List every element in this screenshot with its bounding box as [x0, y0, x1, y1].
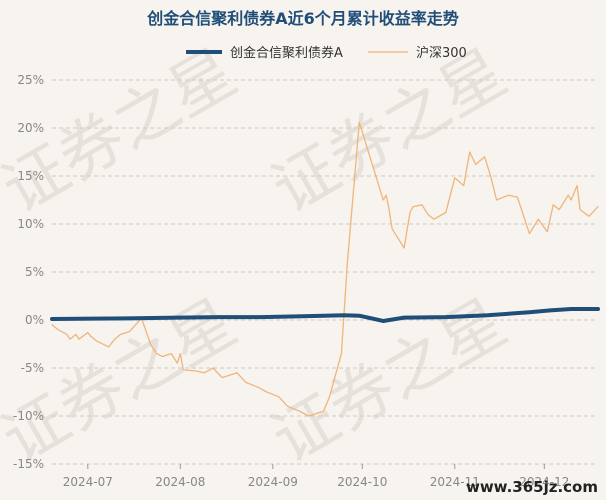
y-tick-label: -15% — [13, 457, 44, 471]
y-tick-label: 25% — [17, 73, 44, 87]
watermark-text: 证券之星 — [260, 36, 519, 228]
x-tick-label: 2024-12 — [519, 475, 569, 489]
y-tick-label: 20% — [17, 121, 44, 135]
series-line-fund — [50, 307, 600, 323]
y-axis: 25% 20% 15% 10% 5% 0% -5% -10% -15% — [13, 73, 44, 471]
y-tick-label: -10% — [13, 409, 44, 423]
y-tick-label: 5% — [25, 265, 44, 279]
legend-label: 沪深300 — [416, 45, 467, 61]
x-tick-label: 2024-09 — [248, 475, 298, 489]
x-axis: 2024-07 2024-08 2024-09 2024-10 2024-11 2024-… — [63, 464, 569, 489]
site-watermark: www.365jz.com — [465, 478, 598, 496]
legend-label: 创金合信聚利债券A — [230, 45, 343, 61]
grid — [52, 79, 598, 465]
y-tick-label: 10% — [17, 217, 44, 231]
x-tick-label: 2024-10 — [337, 475, 387, 489]
legend: 创金合信聚利债券A 沪深300 — [186, 45, 467, 61]
series-line-hs300 — [51, 121, 599, 417]
y-tick-label: 0% — [25, 313, 44, 327]
y-tick-label: -5% — [21, 361, 44, 375]
y-tick-label: 15% — [17, 169, 44, 183]
x-tick-label: 2024-11 — [430, 475, 480, 489]
plot-area — [50, 121, 600, 417]
chart-title: 创金合信聚利债券A近6个月累计收益率走势 — [146, 9, 459, 28]
x-tick-label: 2024-07 — [63, 475, 113, 489]
x-tick-label: 2024-08 — [155, 475, 205, 489]
